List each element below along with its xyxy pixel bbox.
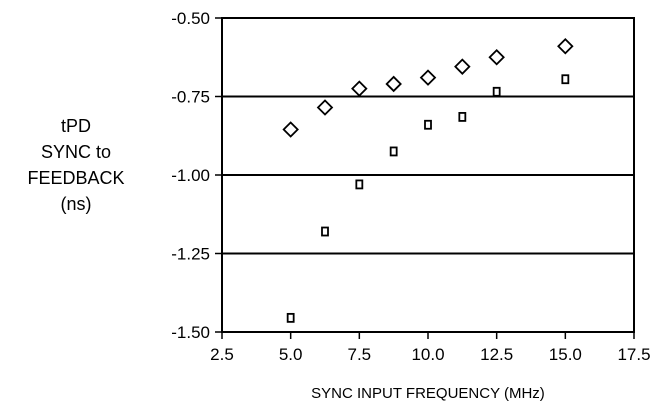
data-point-diamond — [351, 80, 368, 97]
x-tick-label: 5.0 — [279, 345, 303, 364]
data-point-square — [389, 146, 398, 157]
data-point-square — [321, 226, 329, 237]
data-point-square — [424, 119, 432, 130]
x-tick-label: 10.0 — [411, 345, 444, 364]
y-axis-label-line: tPD — [61, 116, 91, 136]
data-point-diamond — [316, 99, 334, 116]
data-point-diamond — [488, 48, 505, 66]
x-tick-label: 12.5 — [480, 345, 513, 364]
data-point-square — [492, 86, 501, 97]
y-tick-label: -1.50 — [171, 323, 210, 342]
y-axis-label-line: FEEDBACK — [27, 168, 124, 188]
x-tick-label: 2.5 — [210, 345, 234, 364]
data-point-square — [561, 74, 570, 85]
data-point-diamond — [419, 69, 437, 86]
y-tick-label: -0.50 — [171, 9, 210, 28]
y-tick-label: -0.75 — [171, 88, 210, 107]
x-tick-label: 7.5 — [348, 345, 372, 364]
data-point-diamond — [454, 58, 471, 75]
data-point-diamond — [282, 121, 299, 138]
y-tick-label: -1.00 — [171, 166, 210, 185]
y-axis-label-line: SYNC to — [41, 142, 111, 162]
data-point-square — [355, 179, 364, 190]
x-tick-label: 17.5 — [617, 345, 650, 364]
gridlines — [222, 95, 634, 255]
x-axis-label: SYNC INPUT FREQUENCY (MHz) — [311, 385, 545, 402]
y-axis-label-line: (ns) — [61, 194, 92, 214]
data-point-square — [286, 312, 295, 323]
y-tick-label: -1.25 — [171, 245, 210, 264]
data-point-diamond — [385, 75, 402, 93]
data-point-square — [458, 112, 467, 122]
data-point-diamond — [557, 37, 574, 55]
y-axis-label: tPD SYNC to FEEDBACK (ns) — [27, 116, 124, 214]
axis-ticks: -0.50 -0.75 -1.00 -1.25 -1.502.5 5.0 7.5 10.0 12… — [171, 9, 650, 364]
x-tick-label: 15.0 — [549, 345, 582, 364]
data-points — [282, 37, 574, 323]
